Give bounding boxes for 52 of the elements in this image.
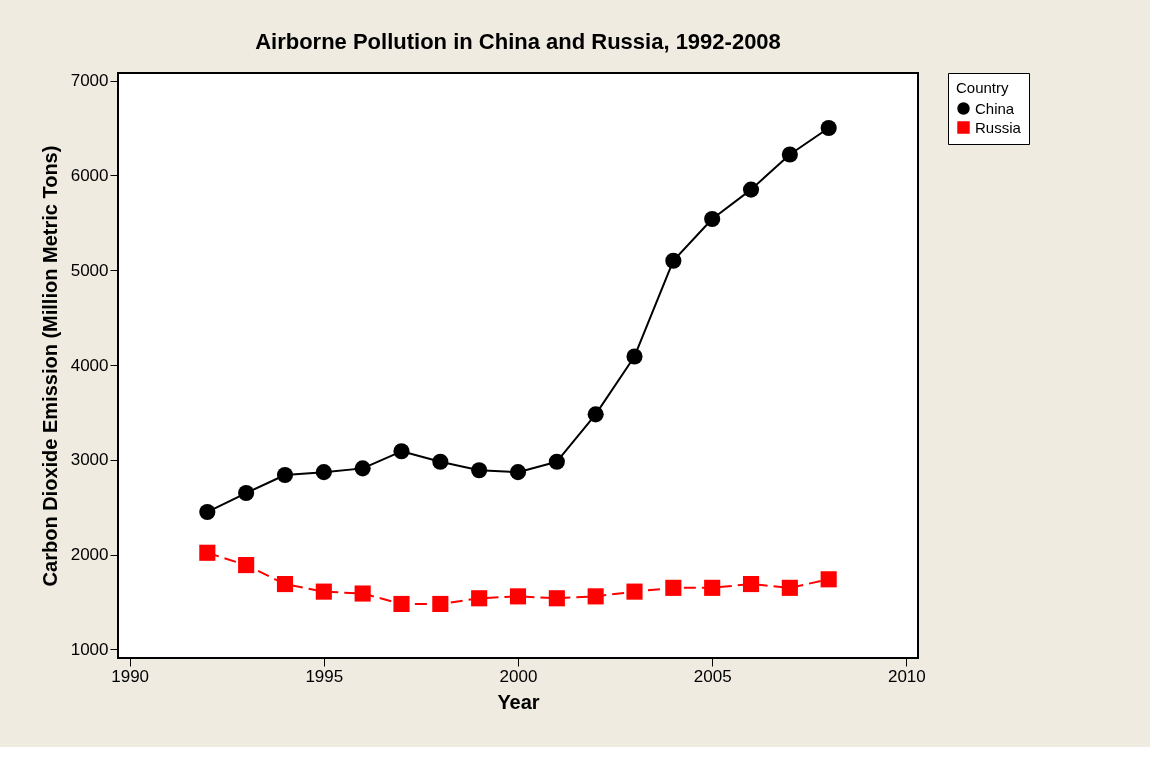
x-tick-label: 2000 (499, 666, 538, 686)
y-tick-label: 6000 (70, 165, 109, 185)
x-tick-label: 2005 (693, 666, 732, 686)
point (354, 460, 371, 477)
point (471, 590, 488, 607)
legend-label: Russia (975, 118, 1022, 136)
y-tick-label: 2000 (70, 545, 109, 565)
point (781, 146, 798, 163)
x-tick-label: 2010 (887, 666, 926, 686)
point (432, 453, 449, 470)
point (548, 590, 565, 607)
point (354, 585, 371, 602)
x-tick-label: 1990 (111, 666, 150, 686)
point (276, 575, 294, 593)
y-tick-label: 3000 (70, 450, 109, 470)
legend-label: China (975, 99, 1015, 117)
point (548, 453, 565, 470)
point (393, 443, 410, 460)
point (665, 579, 682, 596)
point (199, 503, 216, 521)
point (393, 595, 410, 613)
y-axis-title: Carbon Dioxide Emission (Million Metric Tons) (38, 145, 61, 587)
y-tick-label: 1000 (70, 639, 109, 659)
point (238, 557, 255, 574)
point (820, 119, 837, 137)
point (704, 210, 721, 228)
point (820, 571, 837, 588)
point (704, 579, 721, 596)
point (626, 348, 643, 365)
point (315, 464, 332, 481)
point (781, 579, 798, 596)
point (471, 462, 488, 479)
point (199, 544, 216, 561)
x-tick-label: 1995 (305, 666, 344, 686)
point (432, 595, 449, 613)
point (665, 252, 682, 269)
point (742, 181, 760, 198)
point (742, 575, 760, 593)
chart-title: Airborne Pollution in China and Russia, 1992-2008 (255, 28, 781, 54)
legend-title: Country (956, 79, 1010, 96)
point (315, 583, 332, 600)
y-tick-label: 7000 (70, 71, 109, 91)
point (509, 464, 527, 481)
point (587, 406, 604, 423)
point (509, 588, 527, 605)
x-axis-title: Year (497, 690, 540, 713)
point (626, 583, 643, 600)
y-tick-label: 4000 (70, 355, 109, 375)
point (238, 484, 255, 502)
y-tick-label: 5000 (70, 260, 109, 280)
point (276, 466, 294, 484)
point (587, 588, 604, 605)
